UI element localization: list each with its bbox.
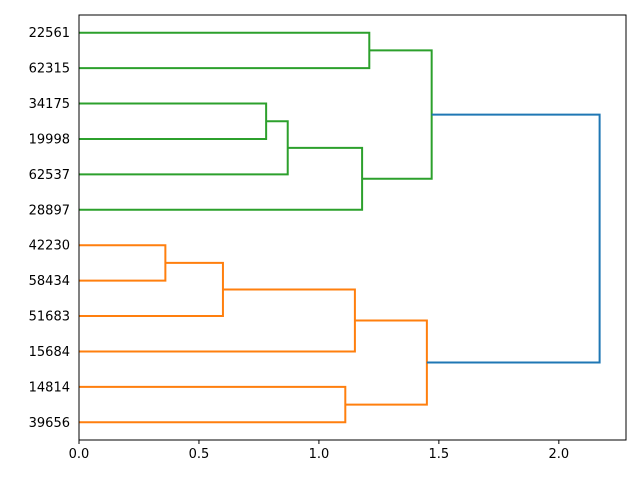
x-tick-label: 1.0 [309,447,330,462]
leaf-label: 51683 [29,310,70,325]
leaf-label: 28897 [29,203,70,218]
x-tick-label: 1.5 [429,447,450,462]
dendrogram-link-(42230-58434)-51683 [79,261,224,318]
leaf-label: 39656 [29,416,70,431]
x-tick-label: 2.0 [548,447,569,462]
leaf-label: 58434 [29,274,70,289]
dendrogram-link-orange-top [345,319,428,406]
leaf-label: 19998 [29,132,70,147]
dendrogram-link-(34175-19998)-62537 [79,120,289,176]
dendrogram-link-22561-62315 [79,31,371,70]
dendrogram-link-green-top [362,49,433,180]
x-tick-label: 0.5 [189,447,210,462]
leaf-label: 22561 [29,26,70,41]
leaf-label: 15684 [29,345,70,360]
dendrogram-link-14814-39656 [79,385,347,424]
leaf-label: 62315 [29,62,70,77]
dendrogram-link-greenmid-28897 [79,146,364,211]
plot-border [78,14,627,441]
x-tick-label: 0.0 [69,447,90,462]
dendrogram-link-42230-58434 [79,244,167,282]
leaf-label: 14814 [29,380,70,395]
dendrogram-link-orangemid-15684 [79,288,356,353]
dendrogram-link-34175-19998 [79,102,268,140]
leaf-label: 34175 [29,97,70,112]
leaf-label: 42230 [29,239,70,254]
leaf-label: 62537 [29,168,70,183]
dendrogram-link-root [426,113,601,364]
